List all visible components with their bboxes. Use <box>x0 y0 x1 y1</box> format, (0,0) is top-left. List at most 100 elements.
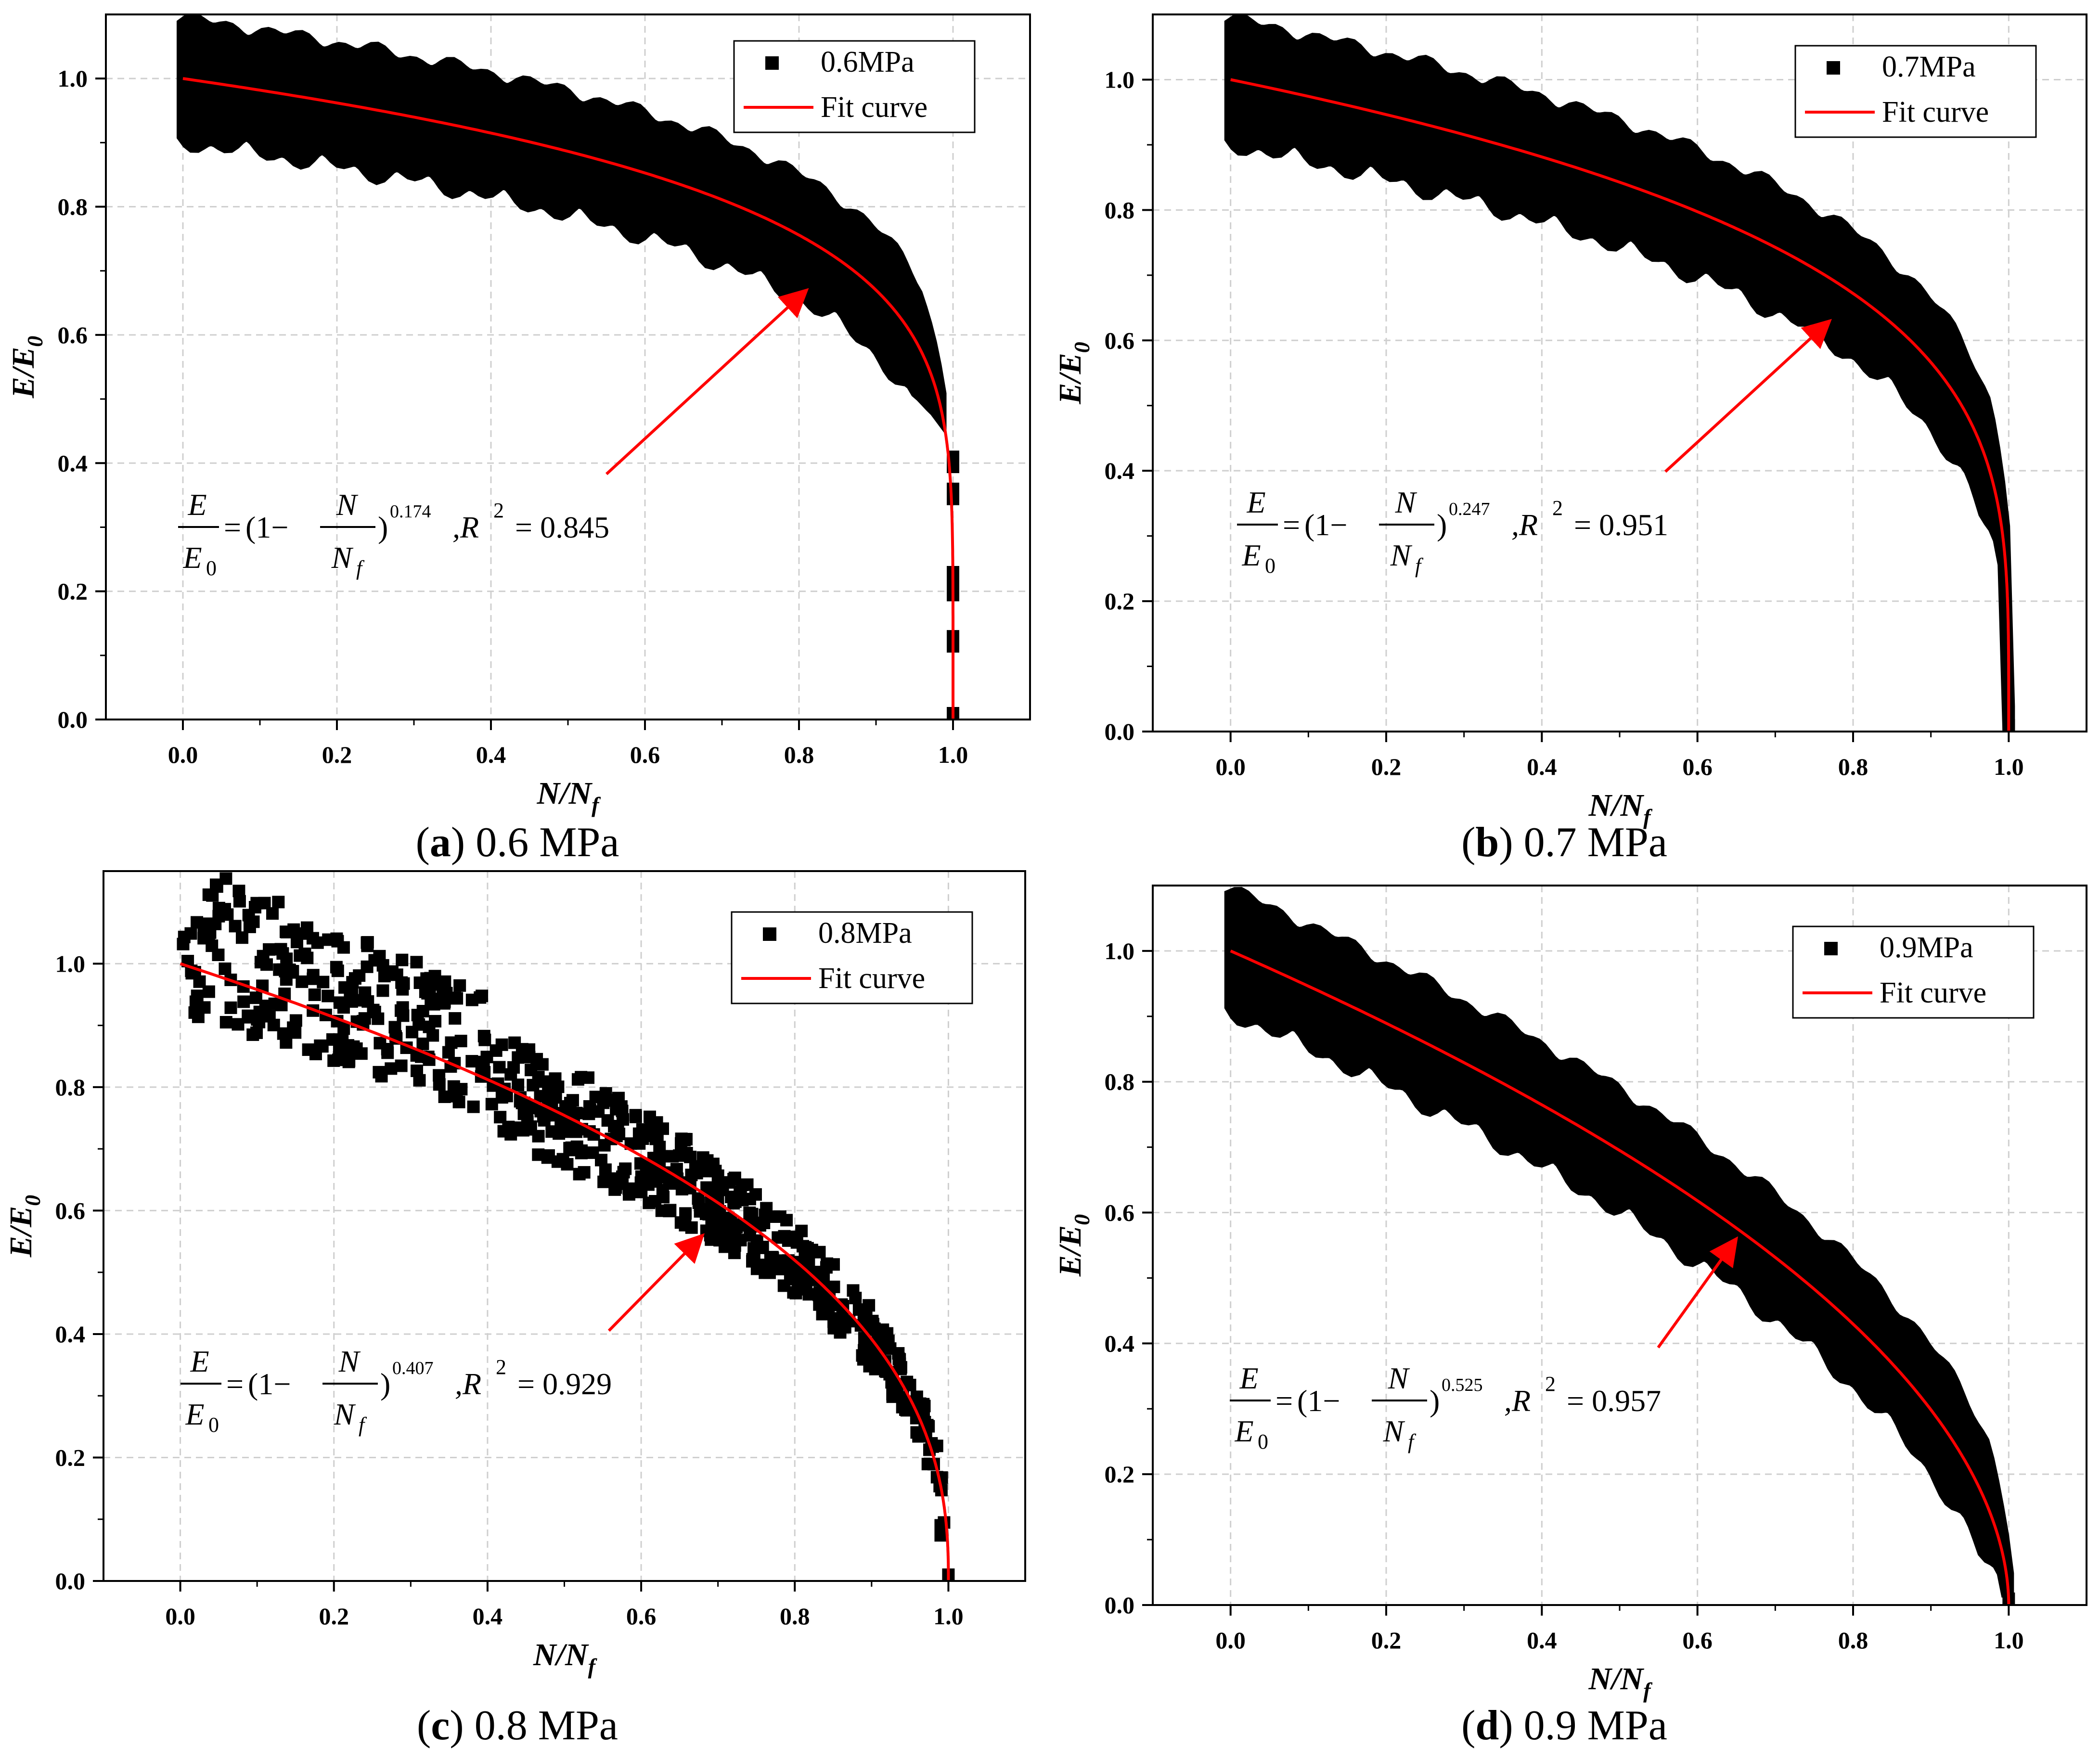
scatter-point <box>453 979 466 992</box>
y-tick-label: 0.6 <box>1105 1199 1135 1226</box>
annotation-arrow <box>605 288 809 475</box>
eq-frac-den-sub: f <box>1408 1430 1417 1453</box>
scatter-point <box>795 1224 808 1237</box>
scatter-point <box>413 976 426 989</box>
y-tick-label: 0.8 <box>55 1074 86 1101</box>
y-tick-label: 0.0 <box>1105 718 1135 745</box>
scatter-point <box>724 1215 737 1228</box>
scatter-point <box>477 1055 490 1068</box>
scatter-point <box>560 1125 573 1138</box>
legend-label-scatter: 0.6MPa <box>821 46 915 78</box>
eq-rsq-value: = 0.845 <box>515 510 609 544</box>
scatter-point <box>736 1194 749 1207</box>
caption-a-letter: a <box>429 819 451 866</box>
scatter-point <box>361 939 374 952</box>
y-tick-label: 0.8 <box>58 193 88 220</box>
scatter-point <box>875 1329 888 1342</box>
scatter-point <box>337 1022 350 1035</box>
annotation-arrow <box>1657 1236 1739 1349</box>
y-tick-label: 0.8 <box>1105 196 1135 223</box>
scatter-point <box>372 1012 385 1025</box>
y-tick-label: 0.4 <box>1105 1330 1135 1357</box>
x-tick-label: 1.0 <box>1994 1627 2024 1654</box>
scatter-point <box>381 1043 394 1056</box>
scatter-point <box>485 1098 498 1111</box>
scatter-point <box>433 1069 446 1082</box>
scatter-point <box>675 1132 688 1145</box>
scatter-point <box>311 936 324 949</box>
eq-open: (1− <box>1304 508 1347 542</box>
scatter-point <box>518 1047 531 1060</box>
scatter-point <box>773 1210 786 1223</box>
legend: 0.6MPa Fit curve <box>733 40 976 133</box>
eq-rsq-exp: 2 <box>493 499 504 522</box>
y-tick-label: 0.4 <box>55 1321 86 1348</box>
scatter-point <box>708 1215 721 1228</box>
scatter-point <box>759 1208 772 1221</box>
x-tick-label: 0.4 <box>476 741 506 768</box>
eq-frac-den-sub: f <box>356 556 365 580</box>
caption-d-letter: d <box>1475 1702 1499 1749</box>
scatter-point <box>887 1387 900 1400</box>
y-tick-label: 0.2 <box>55 1444 86 1471</box>
scatter-point <box>747 1242 760 1255</box>
y-tick-label: 0.0 <box>58 706 88 733</box>
scatter-point <box>597 1175 610 1188</box>
eq-close: ) <box>378 510 388 544</box>
eq-frac-denominator: N <box>1383 1414 1405 1448</box>
eq-exponent: 0.247 <box>1449 499 1490 519</box>
scatter-point <box>711 1182 724 1195</box>
scatter-point <box>649 1132 662 1145</box>
scatter-point <box>728 1246 741 1259</box>
legend-marker-square <box>1827 61 1840 75</box>
scatter-point <box>277 1027 290 1040</box>
scatter-point <box>330 961 343 974</box>
eq-equals: = <box>226 1367 244 1401</box>
scatter-point <box>250 897 263 910</box>
x-tick-label: 0.6 <box>1682 753 1713 780</box>
scatter-point <box>337 941 350 954</box>
eq-lhs-numerator: E <box>1246 485 1265 519</box>
scatter-point <box>302 1043 315 1056</box>
caption-d-text: 0.9 MPa <box>1513 1702 1667 1749</box>
scatter-point <box>692 1196 705 1209</box>
eq-lhs-denominator: E <box>185 1397 204 1431</box>
legend-marker-square <box>763 927 776 941</box>
scatter-point <box>629 1109 642 1122</box>
scatter-point <box>521 1115 534 1128</box>
y-axis-label: E/E0 <box>1053 1214 1094 1277</box>
legend-label-fit: Fit curve <box>818 962 925 995</box>
scatter-point <box>766 1252 779 1265</box>
eq-frac-denominator: N <box>331 540 354 575</box>
scatter-point <box>426 1029 439 1042</box>
eq-rsq-label: ,R <box>455 1367 481 1401</box>
eq-lhs-denominator: E <box>1241 538 1261 572</box>
scatter-point <box>787 1286 800 1299</box>
scatter-point <box>886 1377 899 1390</box>
scatter-point <box>608 1119 621 1132</box>
x-tick-label: 0.0 <box>1215 753 1246 780</box>
eq-rsq-label: ,R <box>1504 1384 1531 1418</box>
scatter-point <box>224 1001 237 1014</box>
x-tick-label: 0.2 <box>322 741 352 768</box>
scatter-point <box>465 993 478 1006</box>
legend-marker-square <box>765 56 779 70</box>
scatter-point <box>784 1272 797 1285</box>
scatter-point <box>212 949 225 962</box>
scatter-point <box>802 1288 815 1301</box>
scatter-point <box>296 975 309 988</box>
y-tick-label: 0.6 <box>1105 327 1135 354</box>
caption-c-letter: c <box>431 1702 450 1749</box>
scatter-point <box>206 889 219 902</box>
scatter-point <box>375 1070 388 1083</box>
scatter-point <box>834 1326 847 1339</box>
legend-box <box>733 40 976 133</box>
scatter-point <box>685 1221 698 1234</box>
scatter-point <box>359 986 372 999</box>
scatter-point <box>219 1016 232 1029</box>
eq-frac-den-sub: f <box>1415 554 1424 578</box>
scatter-point <box>604 1094 617 1107</box>
eq-open: (1− <box>248 1367 291 1401</box>
eq-close: ) <box>1437 508 1447 542</box>
scatter-point <box>570 1106 583 1119</box>
